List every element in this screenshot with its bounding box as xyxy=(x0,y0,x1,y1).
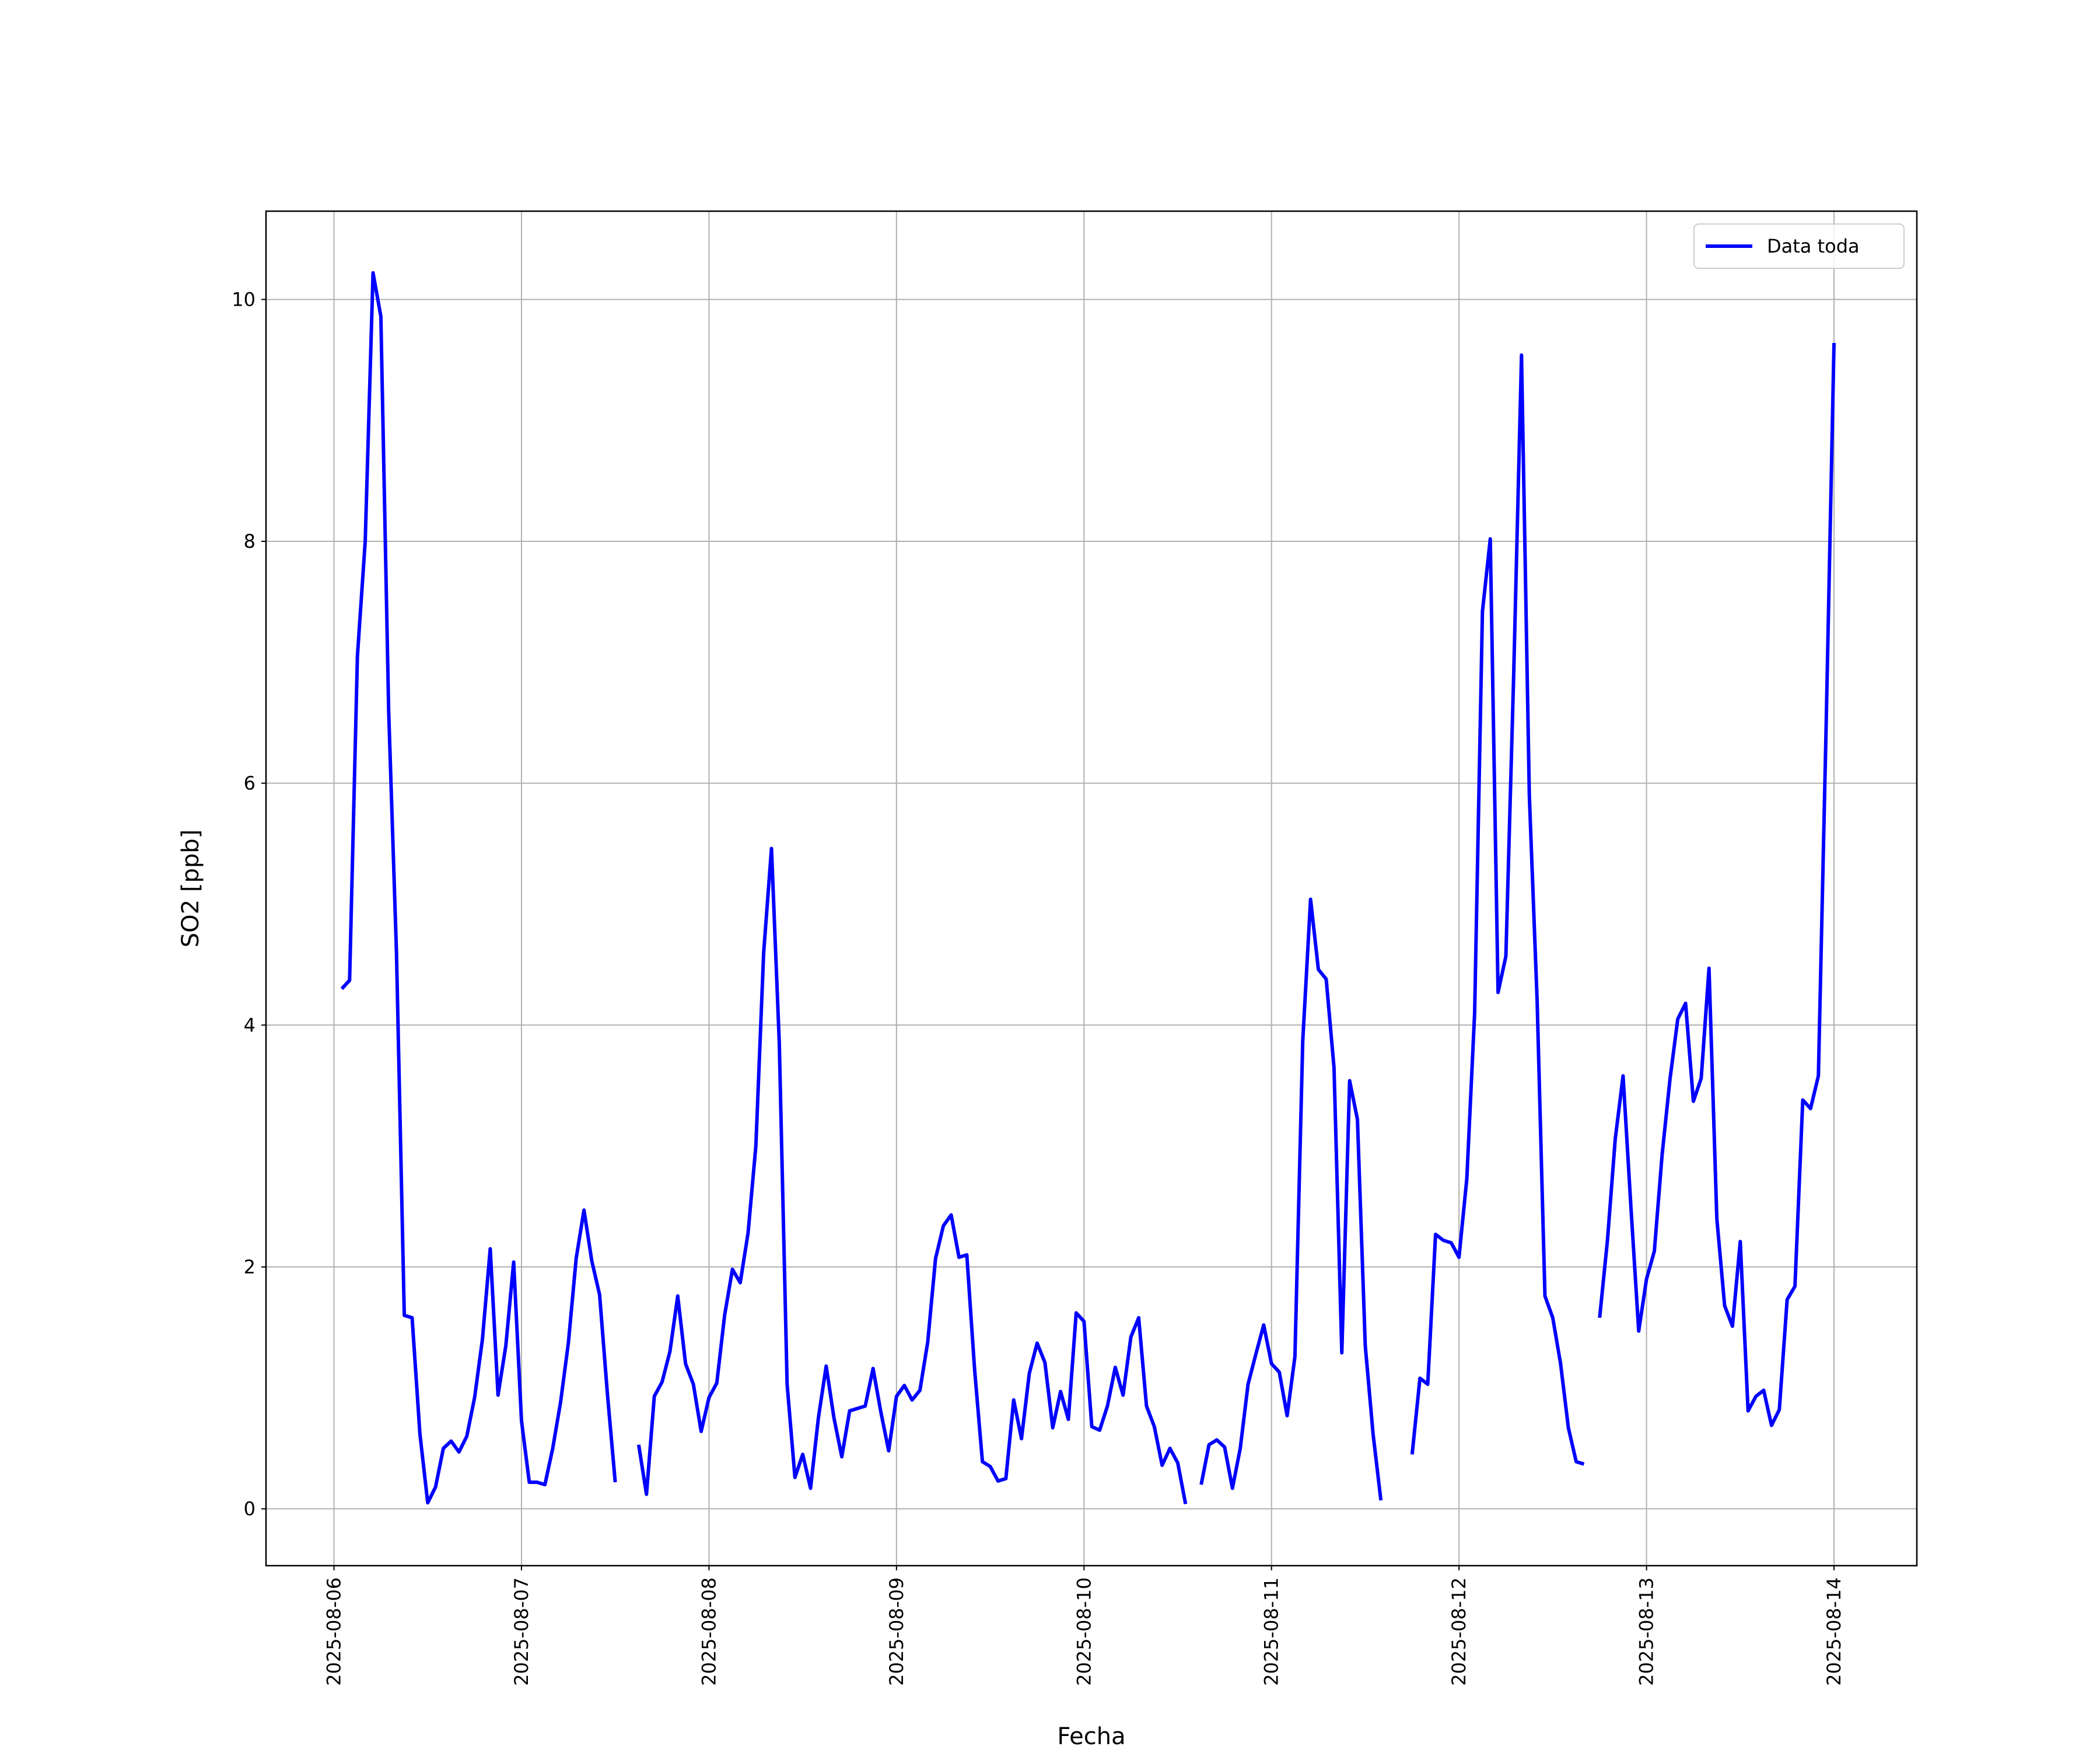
x-tick-label: 2025-08-12 xyxy=(1448,1577,1470,1686)
ticks: 0 2 4 6 8 10 2025-08-06 2025-08-07 2025-08-08 202… xyxy=(232,288,1845,1686)
x-tick-label: 2025-08-08 xyxy=(698,1577,720,1686)
y-tick-label: 6 xyxy=(244,772,256,794)
x-tick-label: 2025-08-11 xyxy=(1261,1577,1283,1686)
plot-area xyxy=(340,271,1836,1505)
legend-label: Data toda xyxy=(1767,235,1860,257)
x-tick-label: 2025-08-07 xyxy=(510,1577,533,1686)
x-tick-label: 2025-08-14 xyxy=(1823,1577,1845,1686)
y-tick-label: 4 xyxy=(244,1014,256,1036)
x-tick-label: 2025-08-13 xyxy=(1636,1577,1658,1686)
y-tick-label: 10 xyxy=(232,288,256,310)
legend-box xyxy=(1693,223,1905,269)
axes-frame xyxy=(265,210,1918,1567)
x-tick-label: 2025-08-06 xyxy=(323,1577,345,1686)
legend: Data toda xyxy=(1693,223,1905,269)
data-line xyxy=(340,271,1836,1505)
y-axis-label: SO2 [ppb] xyxy=(177,830,204,947)
x-axis-label: Fecha xyxy=(1057,1723,1125,1750)
y-tick-label: 0 xyxy=(244,1498,256,1520)
y-tick-label: 8 xyxy=(244,530,256,552)
x-tick-label: 2025-08-09 xyxy=(886,1577,908,1686)
x-tick-label: 2025-08-10 xyxy=(1073,1577,1095,1686)
y-tick-label: 2 xyxy=(244,1256,256,1278)
